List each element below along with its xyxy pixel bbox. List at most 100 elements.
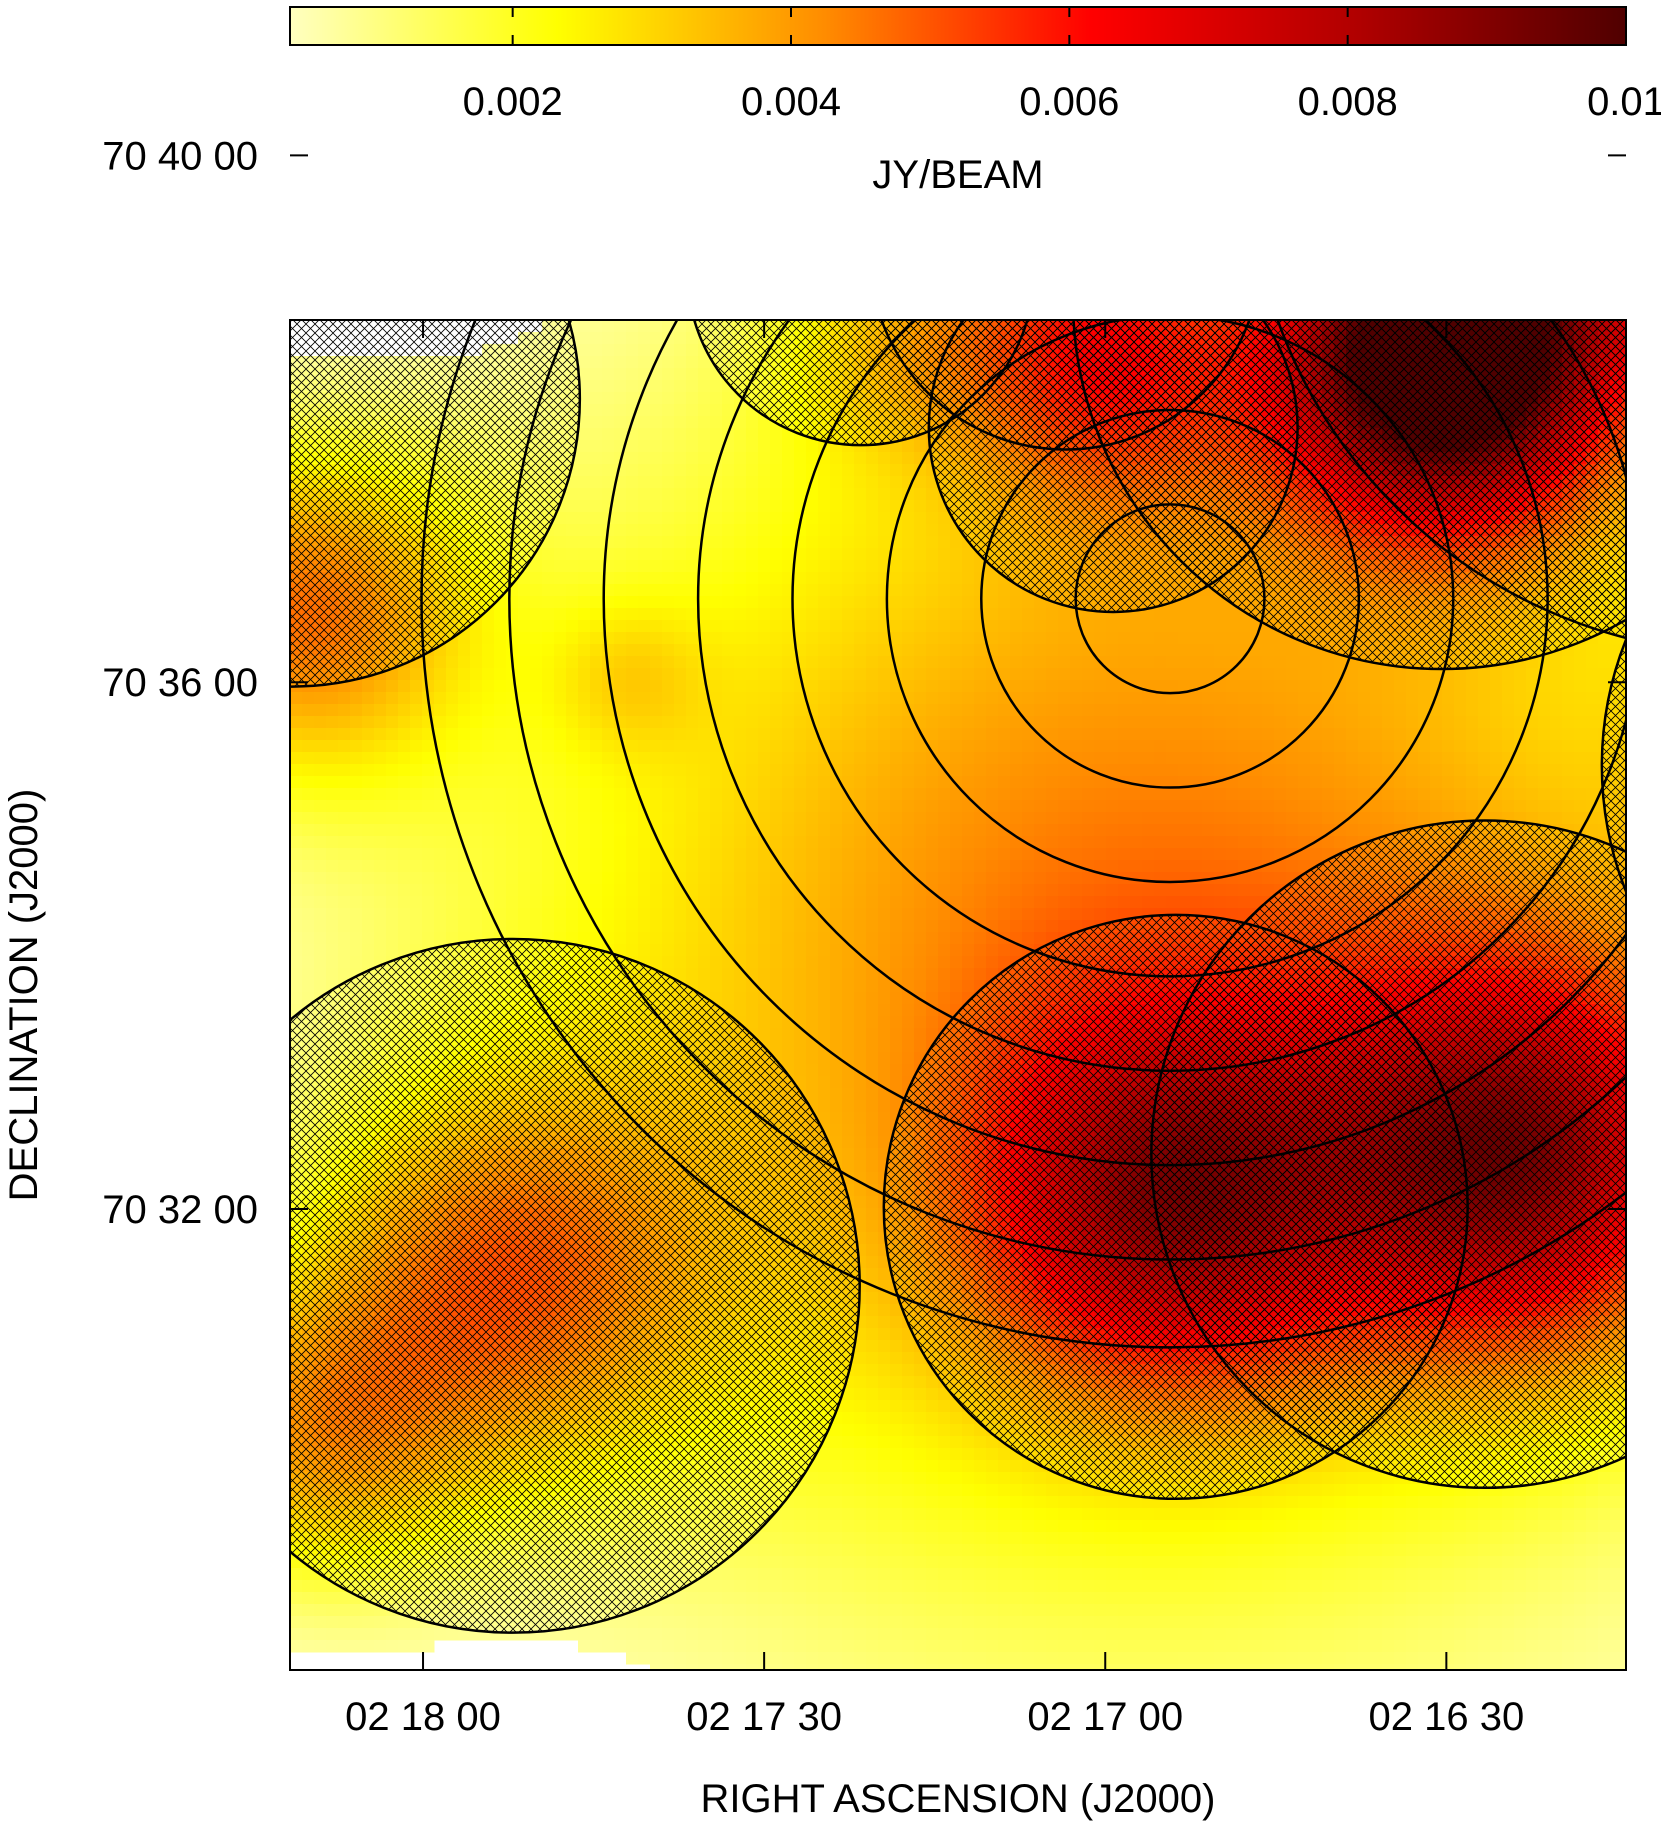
map-pixel: [962, 692, 975, 705]
map-pixel: [410, 680, 423, 693]
map-pixel: [530, 752, 543, 765]
map-pixel: [1178, 740, 1191, 753]
map-pixel: [902, 656, 915, 669]
map-pixel: [314, 752, 327, 765]
map-pixel: [1238, 680, 1251, 693]
map-pixel: [770, 428, 783, 441]
map-pixel: [626, 524, 639, 537]
map-pixel: [842, 536, 855, 549]
map-pixel: [1274, 656, 1287, 669]
map-pixel: [1322, 812, 1335, 825]
map-pixel: [1406, 680, 1419, 693]
map-pixel: [1058, 620, 1071, 633]
map-pixel: [662, 476, 675, 489]
map-pixel: [998, 656, 1011, 669]
map-pixel: [302, 812, 315, 825]
map-pixel: [1250, 800, 1263, 813]
map-pixel: [1562, 704, 1575, 717]
map-pixel: [1310, 824, 1323, 837]
map-pixel: [1394, 668, 1407, 681]
map-pixel: [746, 452, 759, 465]
map-pixel: [650, 404, 663, 417]
map-pixel: [1022, 668, 1035, 681]
map-pixel: [1310, 716, 1323, 729]
map-pixel: [830, 692, 843, 705]
map-pixel: [710, 584, 723, 597]
map-pixel: [386, 728, 399, 741]
map-pixel: [410, 704, 423, 717]
map-pixel: [1418, 740, 1431, 753]
map-pixel: [494, 644, 507, 657]
map-pixel: [326, 716, 339, 729]
map-pixel: [1418, 680, 1431, 693]
map-pixel: [914, 656, 927, 669]
map-pixel: [650, 680, 663, 693]
map-pixel: [950, 812, 963, 825]
map-pixel: [350, 812, 363, 825]
map-pixel: [950, 728, 963, 741]
map-pixel: [674, 428, 687, 441]
map-pixel: [962, 728, 975, 741]
map-pixel: [362, 764, 375, 777]
map-pixel: [578, 512, 591, 525]
map-pixel: [770, 788, 783, 801]
map-pixel: [1526, 668, 1539, 681]
map-pixel: [446, 668, 459, 681]
map-pixel: [626, 620, 639, 633]
map-pixel: [722, 800, 735, 813]
map-pixel: [1562, 812, 1575, 825]
map-pixel: [338, 740, 351, 753]
map-pixel: [1490, 668, 1503, 681]
map-pixel: [986, 704, 999, 717]
map-pixel: [554, 740, 567, 753]
map-pixel: [638, 584, 651, 597]
map-pixel: [890, 752, 903, 765]
map-pixel: [434, 848, 447, 861]
map-pixel: [662, 812, 675, 825]
map-pixel: [830, 716, 843, 729]
map-pixel: [518, 668, 531, 681]
map-pixel: [350, 836, 363, 849]
map-pixel: [818, 512, 831, 525]
map-pixel: [926, 764, 939, 777]
map-pixel: [770, 668, 783, 681]
map-pixel: [1178, 812, 1191, 825]
map-pixel: [626, 356, 639, 369]
map-pixel: [590, 464, 603, 477]
map-pixel: [1274, 812, 1287, 825]
map-pixel: [374, 680, 387, 693]
map-pixel: [554, 812, 567, 825]
map-pixel: [962, 812, 975, 825]
map-pixel: [1214, 740, 1227, 753]
map-pixel: [530, 728, 543, 741]
map-pixel: [686, 704, 699, 717]
map-pixel: [986, 752, 999, 765]
map-pixel: [854, 764, 867, 777]
map-pixel: [650, 716, 663, 729]
map-pixel: [770, 752, 783, 765]
map-pixel: [542, 680, 555, 693]
map-pixel: [1166, 632, 1179, 645]
map-pixel: [1442, 668, 1455, 681]
map-pixel: [506, 812, 519, 825]
map-pixel: [386, 812, 399, 825]
map-pixel: [674, 824, 687, 837]
map-pixel: [1598, 644, 1611, 657]
map-pixel: [1370, 740, 1383, 753]
map-pixel: [710, 404, 723, 417]
map-pixel: [542, 788, 555, 801]
colorbar-ticks: 0.002 0.004 0.006 0.008 0.01: [463, 7, 1661, 124]
map-pixel: [494, 824, 507, 837]
map-pixel: [1262, 848, 1275, 861]
map-pixel: [314, 740, 327, 753]
map-pixel: [554, 512, 567, 525]
map-pixel: [590, 536, 603, 549]
map-pixel: [806, 632, 819, 645]
map-pixel: [1286, 740, 1299, 753]
map-pixel: [626, 500, 639, 513]
map-pixel: [662, 776, 675, 789]
map-pixel: [506, 620, 519, 633]
map-pixel: [1286, 752, 1299, 765]
map-pixel: [1334, 764, 1347, 777]
map-pixel: [854, 452, 867, 465]
